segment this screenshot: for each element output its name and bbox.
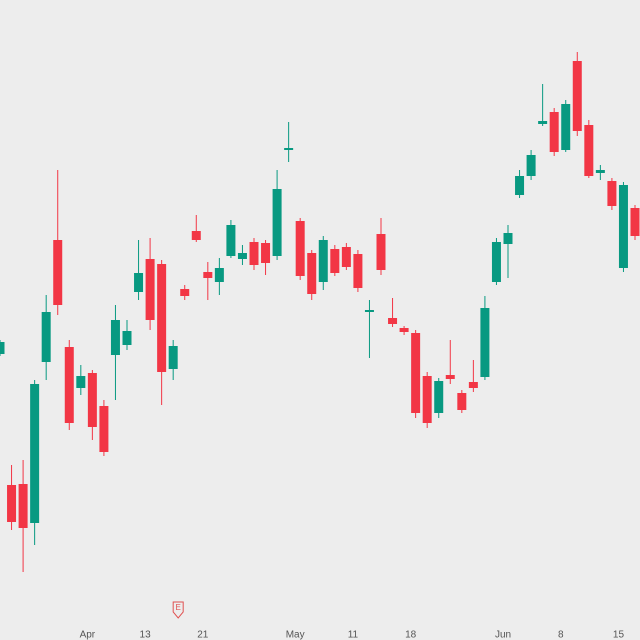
candle-body [295,221,305,276]
candle-body [411,333,421,413]
candle-body [364,310,374,312]
candle-body [503,233,513,244]
x-tick-label: 15 [613,630,625,640]
candle-body [538,121,548,124]
candle-body [595,170,605,173]
candle-body [307,253,317,294]
x-tick-label: May [286,630,305,640]
candle-body [249,242,259,265]
earnings-marker [172,601,184,619]
candle-body [122,331,132,345]
candle-body [157,264,167,372]
candle-body [526,155,536,176]
x-tick-label: 13 [140,630,152,640]
x-tick-label: 11 [348,630,359,640]
candle-body [272,189,282,256]
candle-body [180,289,190,296]
x-tick-label: Jun [495,630,511,640]
candle-body [284,148,294,150]
candle-body [134,273,144,292]
candle-body [422,376,432,423]
candle-body [341,247,351,267]
candle-body [203,272,213,278]
candle-body [549,112,559,152]
candle-body [145,259,155,320]
candle-body [353,254,363,288]
candle-body [468,382,478,388]
x-tick-label: 8 [558,630,564,640]
candle-body [0,342,5,354]
candle-body [30,384,40,523]
x-tick-label: Apr [80,630,96,640]
candle-body [515,176,525,195]
earnings-label: E [176,603,181,612]
candle-body [376,234,386,270]
candle-body [330,249,340,273]
candle-body [584,125,594,176]
candle-body [457,393,467,410]
candle-body [99,406,109,452]
candle-body [318,240,328,282]
candle-body [18,484,28,528]
x-tick-label: 18 [405,630,417,640]
candle-body [607,181,617,206]
candle-body [399,328,409,332]
x-tick-label: 21 [197,630,209,640]
candle-body [445,375,455,379]
candle-body [388,318,398,324]
candle-body [41,312,51,362]
candle-body [64,347,74,423]
candle-body [261,243,271,263]
candle-body [572,61,582,131]
candle-body [53,240,63,305]
candle-body [491,242,501,282]
candle-body [434,381,444,413]
candle-body [618,185,628,268]
candle-body [630,208,640,236]
candle-body [7,485,17,522]
candle-body [226,225,236,256]
candle-body [214,268,224,282]
candle-body [561,104,571,150]
candle-body [110,320,120,355]
candle-body [191,231,201,240]
candle-body [76,376,86,388]
candle-body [168,346,178,369]
candle-body [237,253,247,259]
candle-body [87,373,97,427]
candle-body [480,308,490,377]
